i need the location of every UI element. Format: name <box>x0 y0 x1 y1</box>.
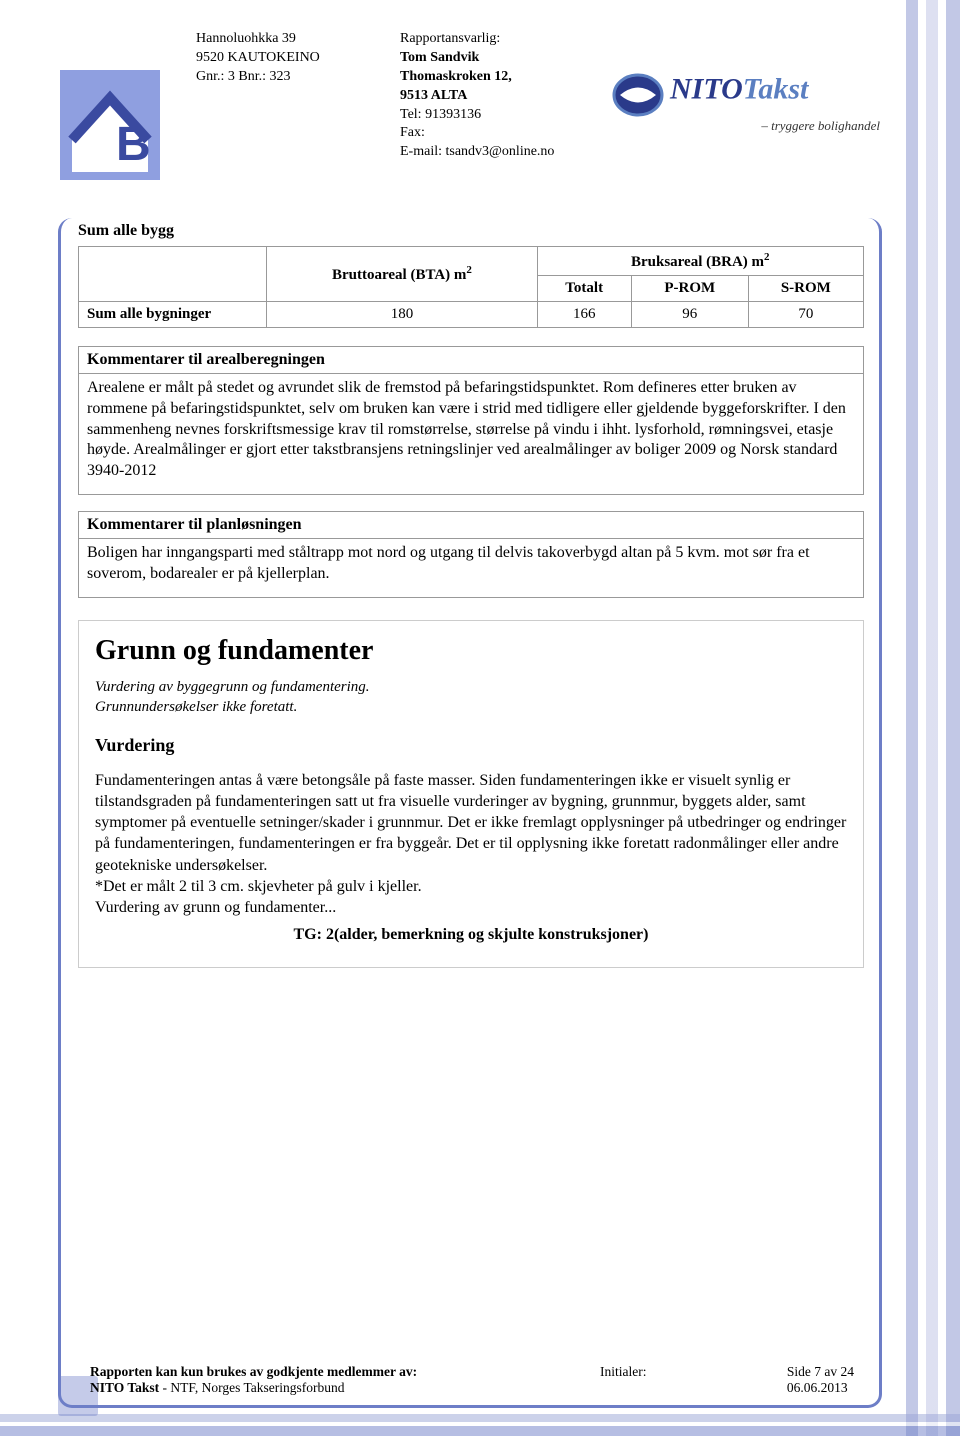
vurdering-heading: Vurdering <box>95 735 847 756</box>
plan-comment-box: Kommentarer til planløsningen Boligen ha… <box>78 511 864 598</box>
area-table: Bruttoareal (BTA) m2 Bruksareal (BRA) m2… <box>78 246 864 328</box>
grunn-title: Grunn og fundamenter <box>95 635 847 667</box>
col-srom: S-ROM <box>748 276 863 302</box>
responsible-fax: Fax: <box>400 124 554 143</box>
cell-prom: 96 <box>631 302 748 328</box>
cell-totalt: 166 <box>537 302 631 328</box>
nito-brand-left: NITO <box>670 73 743 106</box>
areal-comment-body: Arealene er målt på stedet og avrundet s… <box>79 374 863 494</box>
row-label: Sum alle bygninger <box>79 302 267 328</box>
footer-org-rest: - NTF, Norges Takseringsforbund <box>159 1380 344 1395</box>
nito-brand-right: Takst <box>743 73 809 106</box>
nito-tagline: – tryggere bolighandel <box>610 118 880 134</box>
decorative-bottom-stripe <box>0 1414 960 1436</box>
responsible-addr: 9513 ALTA <box>400 87 554 106</box>
areal-comment-heading: Kommentarer til arealberegningen <box>79 347 863 374</box>
cell-srom: 70 <box>748 302 863 328</box>
footer-left: Rapporten kan kun brukes av godkjente me… <box>90 1364 417 1396</box>
address-line: Gnr.: 3 Bnr.: 323 <box>196 68 320 87</box>
grunn-sub-line: Vurdering av byggegrunn og fundamenterin… <box>95 679 370 695</box>
grunn-section: Grunn og fundamenter Vurdering av byggeg… <box>78 620 864 968</box>
sup-2: 2 <box>764 251 770 263</box>
responsible-addr: Thomaskroken 12, <box>400 68 554 87</box>
areal-comment-box: Kommentarer til arealberegningen Arealen… <box>78 346 864 495</box>
address-line: 9520 KAUTOKEINO <box>196 49 320 68</box>
grunn-subtitle: Vurdering av byggegrunn og fundamenterin… <box>95 677 847 718</box>
decorative-right-stripe <box>898 0 960 1436</box>
plan-comment-heading: Kommentarer til planløsningen <box>79 512 863 539</box>
footer-org-bold: NITO Takst <box>90 1380 159 1395</box>
cell-bta: 180 <box>267 302 537 328</box>
nito-globe-icon <box>610 70 666 120</box>
nito-logo: NITOTakst – tryggere bolighandel <box>610 70 880 150</box>
bta-header: Bruttoareal (BTA) m <box>332 267 466 283</box>
responsible-name: Tom Sandvik <box>400 49 554 68</box>
page-footer: Rapporten kan kun brukes av godkjente me… <box>90 1364 864 1396</box>
vurdering-body: Fundamenteringen antas å være betongsåle… <box>95 770 847 918</box>
document-header: B Hannoluohkka 39 9520 KAUTOKEINO Gnr.: … <box>60 30 880 200</box>
responsible-block: Rapportansvarlig: Tom Sandvik Thomaskrok… <box>400 30 554 162</box>
responsible-tel: Tel: 91393136 <box>400 106 554 125</box>
svg-text:B: B <box>116 118 151 171</box>
sum-bygg-title: Sum alle bygg <box>78 222 864 240</box>
footer-initials-label: Initialer: <box>600 1364 646 1380</box>
property-address: Hannoluohkka 39 9520 KAUTOKEINO Gnr.: 3 … <box>196 30 320 87</box>
tg-rating: TG: 2(alder, bemerkning og skjulte konst… <box>95 924 847 945</box>
col-totalt: Totalt <box>537 276 631 302</box>
sup-2: 2 <box>466 264 472 276</box>
address-line: Hannoluohkka 39 <box>196 30 320 49</box>
ab-logo-icon: B <box>60 70 160 180</box>
main-content: Sum alle bygg Bruttoareal (BTA) m2 Bruks… <box>78 222 864 968</box>
footer-date: 06.06.2013 <box>787 1380 848 1395</box>
col-prom: P-ROM <box>631 276 748 302</box>
footer-right: Side 7 av 24 06.06.2013 <box>787 1364 854 1396</box>
footer-page: Side 7 av 24 <box>787 1364 854 1379</box>
bra-header: Bruksareal (BRA) m <box>631 254 764 270</box>
footer-usage-line: Rapporten kan kun brukes av godkjente me… <box>90 1364 417 1379</box>
plan-comment-body: Boligen har inngangsparti med ståltrapp … <box>79 539 863 597</box>
grunn-sub-line: Grunnundersøkelser ikke foretatt. <box>95 699 297 715</box>
responsible-label: Rapportansvarlig: <box>400 30 554 49</box>
responsible-email: E-mail: tsandv3@online.no <box>400 143 554 162</box>
